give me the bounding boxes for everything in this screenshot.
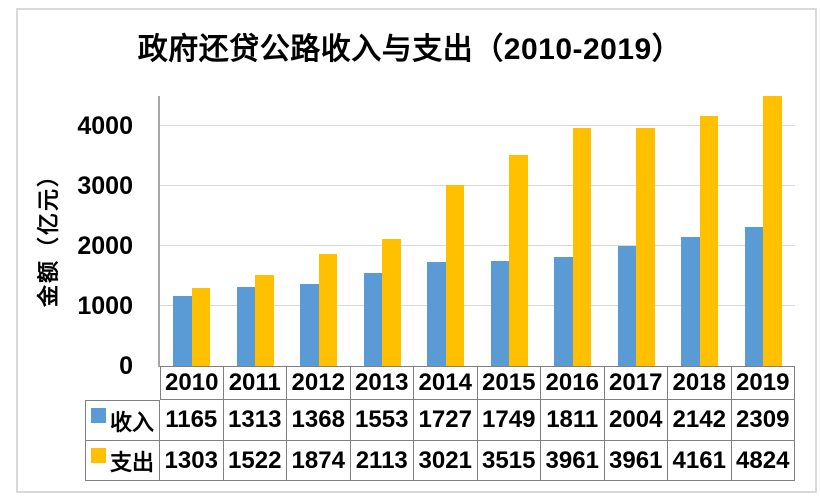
bar-income-2018 (681, 237, 700, 366)
bar-expense-2017 (636, 128, 655, 366)
year-header-2013: 2013 (350, 366, 414, 400)
data-table: 2010 2011 2012 2013 2014 2015 2016 2017 2018 2019… (85, 366, 795, 481)
bar-income-2011 (236, 287, 256, 366)
expense-legend-swatch-icon (91, 448, 106, 463)
value-income-2010: 1165 (160, 400, 224, 441)
y-axis-line (158, 96, 160, 367)
value-expense-2017: 3961 (604, 441, 668, 481)
bar-expense-2011 (255, 274, 274, 366)
income-legend-text: 收入 (110, 409, 155, 435)
chart-title: 政府还贷公路收入与支出（2010-2019） (137, 33, 683, 66)
plot-area (160, 96, 795, 366)
value-expense-2010: 1303 (160, 441, 224, 481)
bar-expense-2012 (318, 253, 338, 366)
value-income-2017: 2004 (604, 400, 668, 441)
year-header-2016: 2016 (541, 366, 605, 400)
value-expense-2018: 4161 (668, 441, 732, 481)
y-tick-0: 0 (119, 352, 133, 380)
bar-income-2010 (173, 296, 192, 366)
year-header-2010: 2010 (160, 366, 224, 400)
y-tick-1000: 1000 (77, 292, 133, 320)
bar-expense-2010 (191, 287, 211, 366)
value-expense-2019: 4824 (731, 441, 795, 481)
value-expense-2012: 1874 (287, 441, 351, 481)
gridline-3000 (160, 184, 795, 186)
bar-income-2017 (617, 245, 637, 366)
y-axis-tick-labels: 0 1000 2000 3000 4000 (40, 96, 133, 380)
y-tick-3000: 3000 (77, 172, 133, 200)
bar-income-2014 (427, 262, 446, 366)
value-income-2018: 2142 (668, 400, 732, 441)
year-header-2011: 2011 (223, 366, 287, 400)
bar-expense-2018 (699, 116, 719, 366)
value-income-2013: 1553 (350, 400, 414, 441)
series-label-expense: 支出 (85, 441, 160, 481)
value-income-2014: 1727 (414, 400, 478, 441)
year-header-2014: 2014 (414, 366, 478, 400)
bar-expense-2013 (382, 239, 401, 366)
bar-income-2013 (363, 272, 383, 366)
gridline-4000 (160, 124, 795, 126)
series-label-income: 收入 (85, 400, 160, 441)
value-income-2015: 1749 (477, 400, 541, 441)
expense-legend-text: 支出 (110, 449, 155, 475)
value-expense-2013: 2113 (350, 441, 414, 481)
bar-income-2016 (554, 257, 573, 366)
value-expense-2016: 3961 (541, 441, 605, 481)
bar-expense-2015 (509, 155, 528, 366)
bar-expense-2016 (572, 128, 592, 366)
y-tick-2000: 2000 (77, 232, 133, 260)
value-income-2012: 1368 (287, 400, 351, 441)
value-expense-2014: 3021 (414, 441, 478, 481)
bar-income-2012 (300, 283, 319, 366)
gridline-2000 (160, 244, 795, 246)
income-legend-swatch-icon (91, 408, 106, 423)
year-header-2019: 2019 (731, 366, 795, 400)
value-income-2011: 1313 (223, 400, 287, 441)
value-expense-2015: 3515 (477, 441, 541, 481)
bar-income-2019 (744, 227, 764, 366)
value-income-2019: 2309 (731, 400, 795, 441)
y-tick-4000: 4000 (77, 112, 133, 140)
bar-expense-2014 (445, 184, 465, 366)
gridline-1000 (160, 304, 795, 306)
year-header-2017: 2017 (604, 366, 668, 400)
bar-income-2015 (490, 261, 510, 366)
year-header-2012: 2012 (287, 366, 351, 400)
value-expense-2011: 1522 (223, 441, 287, 481)
value-income-2016: 1811 (541, 400, 605, 441)
year-header-2018: 2018 (668, 366, 732, 400)
year-header-2015: 2015 (477, 366, 541, 400)
table-corner-spacer (85, 366, 160, 400)
bar-expense-2019 (763, 96, 782, 366)
